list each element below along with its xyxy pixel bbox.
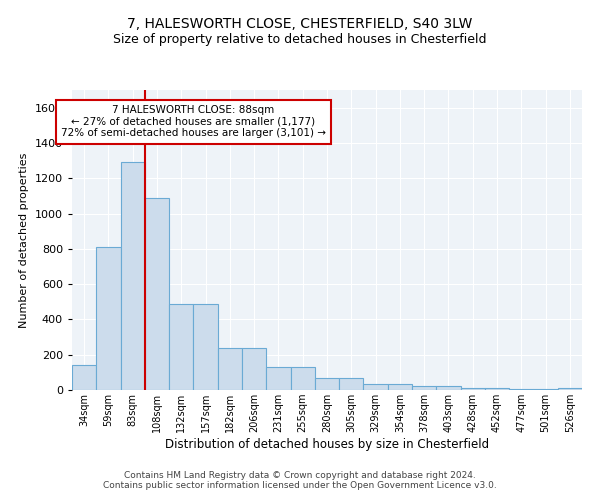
Bar <box>193 304 218 390</box>
Bar <box>364 384 388 390</box>
Bar <box>242 348 266 390</box>
Bar <box>339 378 364 390</box>
Bar <box>412 386 436 390</box>
Bar <box>72 366 96 390</box>
Bar <box>169 304 193 390</box>
Text: 7 HALESWORTH CLOSE: 88sqm
← 27% of detached houses are smaller (1,177)
72% of se: 7 HALESWORTH CLOSE: 88sqm ← 27% of detac… <box>61 105 326 138</box>
Bar <box>388 384 412 390</box>
Bar <box>145 198 169 390</box>
Bar <box>96 247 121 390</box>
Bar <box>558 388 582 390</box>
X-axis label: Distribution of detached houses by size in Chesterfield: Distribution of detached houses by size … <box>165 438 489 451</box>
Bar <box>485 388 509 390</box>
Text: Size of property relative to detached houses in Chesterfield: Size of property relative to detached ho… <box>113 32 487 46</box>
Text: Contains HM Land Registry data © Crown copyright and database right 2024.
Contai: Contains HM Land Registry data © Crown c… <box>103 470 497 490</box>
Y-axis label: Number of detached properties: Number of detached properties <box>19 152 29 328</box>
Text: 7, HALESWORTH CLOSE, CHESTERFIELD, S40 3LW: 7, HALESWORTH CLOSE, CHESTERFIELD, S40 3… <box>127 18 473 32</box>
Bar <box>461 388 485 390</box>
Bar <box>533 389 558 390</box>
Bar <box>509 389 533 390</box>
Bar <box>290 367 315 390</box>
Bar <box>436 386 461 390</box>
Bar <box>315 378 339 390</box>
Bar <box>266 367 290 390</box>
Bar <box>121 162 145 390</box>
Bar <box>218 348 242 390</box>
